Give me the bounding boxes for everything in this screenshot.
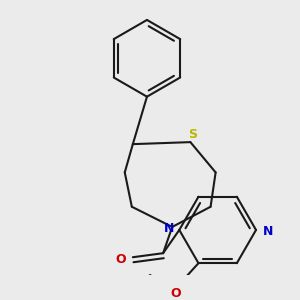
Text: O: O	[116, 253, 126, 266]
Text: N: N	[164, 223, 174, 236]
Text: S: S	[188, 128, 197, 140]
Text: N: N	[263, 226, 273, 238]
Text: O: O	[170, 287, 181, 300]
